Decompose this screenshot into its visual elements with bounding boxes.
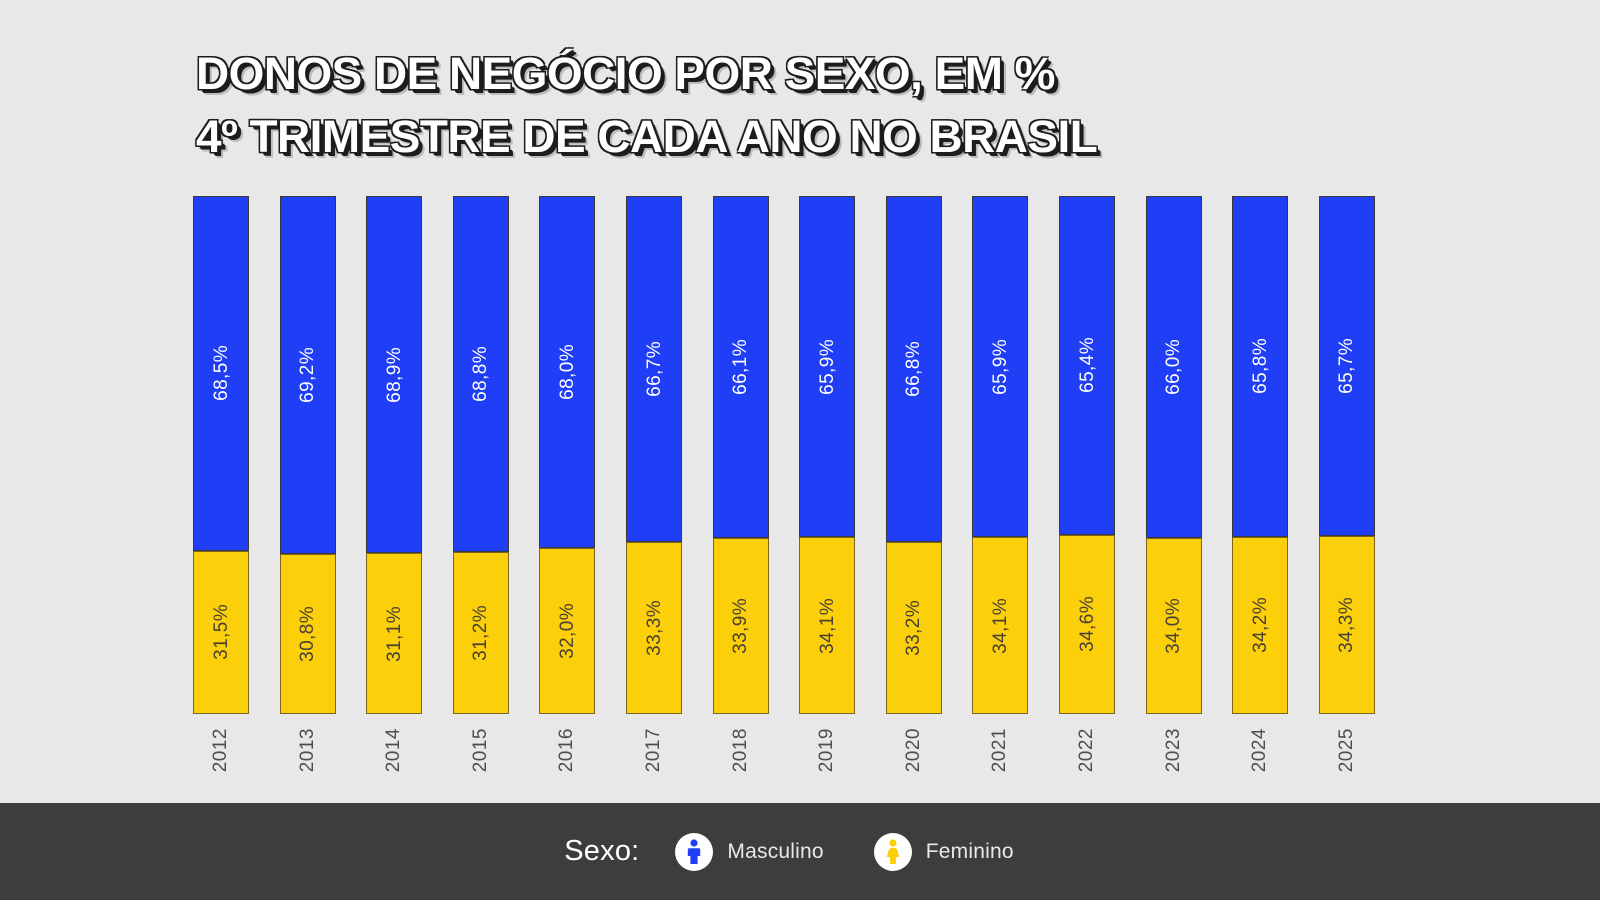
bar-value-label: 66,1% [730,339,752,396]
bar-segment-feminino[interactable]: 34,0% [1145,537,1202,714]
title-line-1: DONOS DE NEGÓCIO POR SEXO, EM % [196,48,1055,99]
x-axis-tick-2015: 2015 [469,728,491,773]
bar-segment-masculino[interactable]: 66,0% [1145,196,1202,538]
bar-value-label: 32,0% [556,603,578,660]
bar-segment-feminino[interactable]: 31,1% [366,552,423,714]
bar-segment-masculino[interactable]: 65,7% [1318,196,1375,537]
bar-value-label: 65,7% [1336,338,1358,395]
bar-value-label: 65,4% [1076,337,1098,394]
bar-value-label: 66,7% [643,340,665,397]
bar-segment-masculino[interactable]: 68,0% [539,196,596,549]
bar-group: 66,0% 34,0% [1145,196,1202,714]
x-axis-tick-2022: 2022 [1076,728,1097,773]
bar-segment-feminino[interactable]: 30,8% [279,554,336,714]
legend-item-masculino[interactable]: Masculino [675,832,824,871]
bar-value-label: 33,3% [643,599,665,656]
bar-value-label: 34,6% [1076,596,1098,653]
bar-group: 66,1% 33,9% [712,196,769,714]
bar-value-label: 68,5% [210,345,232,402]
bar-value-label: 31,1% [383,605,405,662]
legend-label-feminino: Feminino [925,839,1014,863]
bar-group: 66,7% 33,3% [626,196,682,714]
x-axis-tick-2025: 2025 [1335,728,1357,773]
bar-segment-feminino[interactable]: 34,1% [972,537,1029,714]
legend-label-masculino: Masculino [727,839,824,863]
page-title: DONOS DE NEGÓCIO POR SEXO, EM % 4º TRIME… [196,42,1396,168]
bar-group: 69,2% 30,8% [279,196,336,714]
bar-segment-feminino[interactable]: 34,1% [799,537,856,714]
x-axis-tick-2018: 2018 [729,728,751,773]
x-axis-tick-2014: 2014 [383,728,405,773]
bar-value-label: 33,2% [903,600,925,656]
bar-segment-masculino[interactable]: 68,9% [366,196,423,553]
male-figure-icon [675,832,714,871]
bar-segment-feminino[interactable]: 33,9% [712,538,769,714]
x-axis-tick-2013: 2013 [296,728,318,773]
female-figure-icon [873,832,912,871]
bar-segment-masculino[interactable]: 69,2% [279,196,336,555]
bar-group: 68,0% 32,0% [539,196,596,714]
bar-segment-masculino[interactable]: 65,9% [972,196,1029,538]
x-axis-tick-2016: 2016 [556,728,578,773]
stacked-bar-chart: 68,5% 31,5% 2012 69,2% 30,8% 2013 68,9% 31,1% 20… [193,196,1375,773]
bar-segment-masculino[interactable]: 65,4% [1059,196,1115,535]
bar-segment-feminino[interactable]: 33,2% [885,542,942,714]
bar-segment-feminino[interactable]: 34,3% [1318,536,1375,714]
bar-segment-masculino[interactable]: 68,5% [193,196,249,551]
bar-value-label: 31,5% [210,604,232,661]
legend-item-feminino[interactable]: Feminino [873,832,1014,871]
bar-segment-feminino[interactable]: 33,3% [626,541,682,714]
bar-value-label: 34,1% [989,597,1011,654]
bar-value-label: 34,0% [1163,597,1185,654]
bar-segment-feminino[interactable]: 31,5% [193,550,249,714]
bar-segment-masculino[interactable]: 66,1% [712,196,769,539]
bar-value-label: 68,8% [470,346,492,403]
bar-value-label: 34,1% [816,597,838,654]
bar-segment-feminino[interactable]: 34,2% [1232,536,1289,714]
bar-group: 65,9% 34,1% [799,196,856,714]
bar-value-label: 34,3% [1336,597,1358,654]
bar-segment-masculino[interactable]: 65,8% [1232,196,1289,537]
legend-title: Sexo: [564,835,640,867]
bar-group: 65,8% 34,2% [1232,196,1289,714]
bar-segment-masculino[interactable]: 66,7% [626,196,682,542]
bar-value-label: 65,9% [816,338,838,395]
bar-group: 65,9% 34,1% [972,196,1029,714]
bar-segment-feminino[interactable]: 34,6% [1059,534,1115,714]
bar-segment-feminino[interactable]: 31,2% [452,552,509,714]
bar-value-label: 68,9% [383,346,405,403]
bar-value-label: 31,2% [470,605,492,662]
bar-group: 66,8% 33,2% [885,196,942,714]
bar-segment-feminino[interactable]: 32,0% [539,548,596,714]
x-axis-tick-2024: 2024 [1249,728,1271,773]
bar-value-label: 65,9% [989,338,1011,395]
bar-segment-masculino[interactable]: 65,9% [799,196,856,538]
chart-legend: Sexo: Masculino Feminino [0,803,1600,900]
bar-value-label: 66,0% [1163,339,1185,395]
bar-group: 68,5% 31,5% [193,196,249,714]
x-axis-tick-2021: 2021 [989,728,1011,773]
x-axis-tick-2020: 2020 [902,728,924,773]
bar-group: 65,7% 34,3% [1318,196,1375,714]
bar-value-label: 66,8% [903,341,925,397]
bar-group: 68,8% 31,2% [452,196,509,714]
bar-value-label: 68,0% [556,344,578,401]
bar-value-label: 69,2% [297,347,319,404]
bar-value-label: 34,2% [1249,597,1271,654]
bar-group: 65,4% 34,6% [1059,196,1115,714]
title-line-2: 4º TRIMESTRE DE CADA ANO NO BRASIL [196,111,1098,162]
x-axis-tick-2017: 2017 [643,728,664,773]
x-axis-tick-2012: 2012 [210,728,231,773]
bar-segment-masculino[interactable]: 68,8% [452,196,509,553]
bar-value-label: 33,9% [730,598,752,655]
x-axis-tick-2023: 2023 [1162,728,1184,773]
bar-segment-masculino[interactable]: 66,8% [885,196,942,543]
bar-group: 68,9% 31,1% [366,196,423,714]
bar-value-label: 30,8% [297,606,319,663]
bar-value-label: 65,8% [1249,338,1271,395]
x-axis-tick-2019: 2019 [816,728,838,773]
